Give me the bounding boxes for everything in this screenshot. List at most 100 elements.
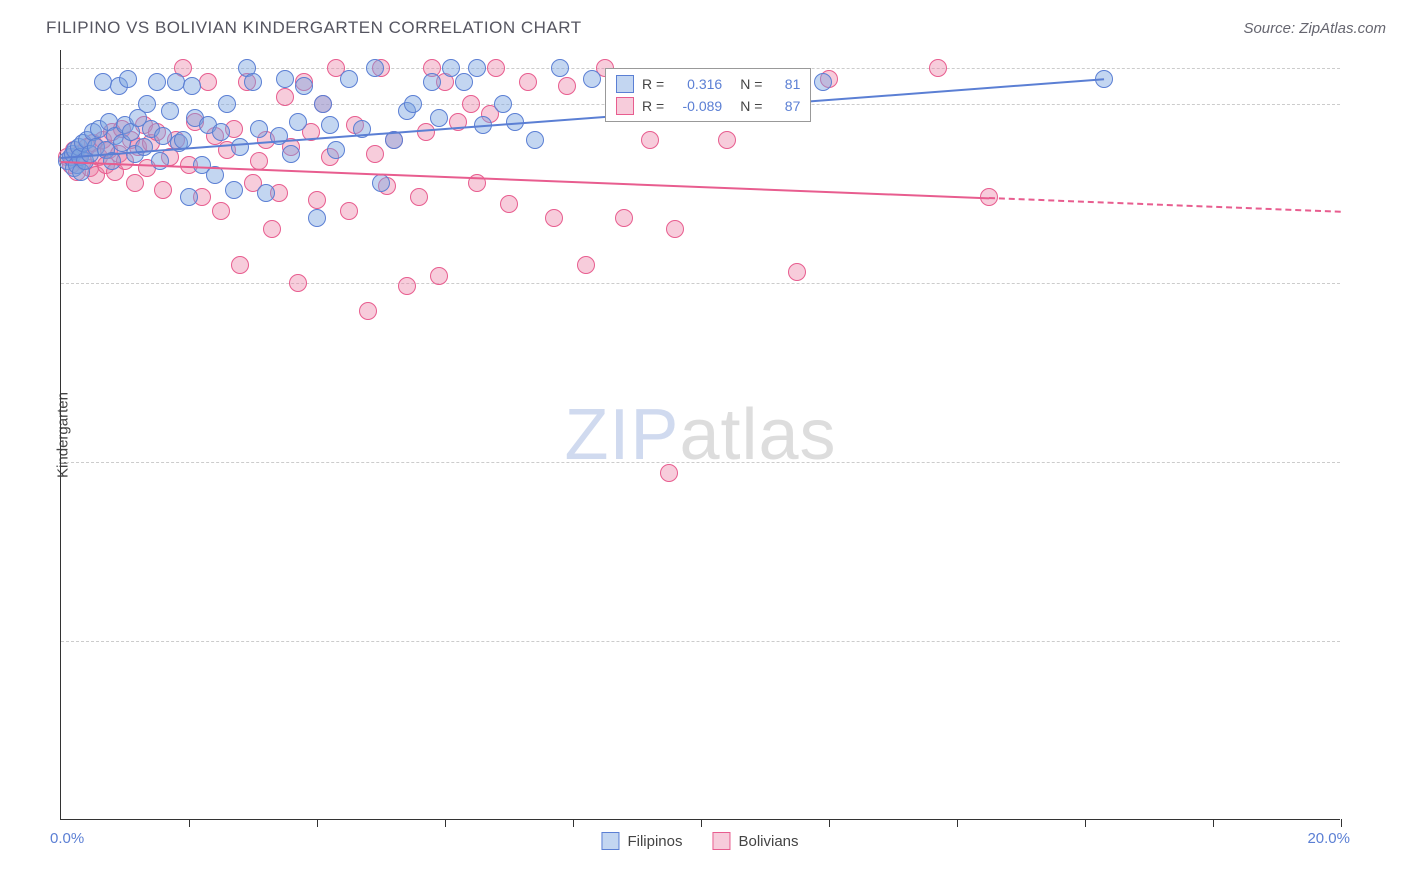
stats-legend-row: R = -0.089 N = 87 — [616, 95, 800, 117]
data-point — [615, 209, 633, 227]
data-point — [430, 267, 448, 285]
data-point — [814, 73, 832, 91]
data-point — [372, 174, 390, 192]
data-point — [321, 116, 339, 134]
data-point — [282, 145, 300, 163]
legend-item-filipinos: Filipinos — [601, 832, 682, 850]
x-tick — [1085, 819, 1086, 827]
stats-legend-row: R = 0.316 N = 81 — [616, 73, 800, 95]
n-value: 81 — [770, 76, 800, 92]
data-point — [551, 59, 569, 77]
plot-area: ZIPatlas R = 0.316 N = 81 R = -0.089 N = 87 — [60, 50, 1340, 820]
data-point — [641, 131, 659, 149]
stats-legend: R = 0.316 N = 81 R = -0.089 N = 87 — [605, 68, 811, 122]
data-point — [138, 95, 156, 113]
data-point — [404, 95, 422, 113]
data-point — [180, 188, 198, 206]
data-point — [718, 131, 736, 149]
data-point — [327, 141, 345, 159]
data-point — [231, 256, 249, 274]
data-point — [119, 70, 137, 88]
data-point — [94, 73, 112, 91]
trend-line — [989, 197, 1341, 213]
x-axis-labels: 0.0% Filipinos Bolivians 20.0% — [60, 830, 1340, 860]
data-point — [183, 77, 201, 95]
legend-item-bolivians: Bolivians — [713, 832, 799, 850]
trend-line — [61, 79, 1104, 160]
data-point — [366, 59, 384, 77]
data-point — [788, 263, 806, 281]
data-point — [289, 274, 307, 292]
data-point — [126, 174, 144, 192]
data-point — [148, 73, 166, 91]
bottom-legend: Filipinos Bolivians — [601, 832, 798, 850]
data-point — [225, 181, 243, 199]
data-point — [295, 77, 313, 95]
n-value: 87 — [770, 98, 800, 114]
data-point — [244, 73, 262, 91]
n-label: N = — [740, 76, 762, 92]
data-point — [276, 70, 294, 88]
x-tick — [189, 819, 190, 827]
data-point — [212, 202, 230, 220]
data-point — [526, 131, 544, 149]
data-point — [366, 145, 384, 163]
data-point — [154, 181, 172, 199]
data-point — [340, 202, 358, 220]
data-point — [577, 256, 595, 274]
data-point — [519, 73, 537, 91]
data-point — [666, 220, 684, 238]
x-axis-start-label: 0.0% — [50, 830, 84, 847]
data-point — [545, 209, 563, 227]
legend-swatch-bolivians — [713, 832, 731, 850]
watermark: ZIPatlas — [564, 394, 836, 476]
x-tick — [573, 819, 574, 827]
data-point — [462, 95, 480, 113]
data-point — [308, 209, 326, 227]
data-point — [199, 73, 217, 91]
data-point — [151, 152, 169, 170]
data-point — [231, 138, 249, 156]
data-point — [417, 123, 435, 141]
gridline — [61, 283, 1340, 284]
data-point — [250, 152, 268, 170]
r-value: 0.316 — [672, 76, 722, 92]
data-point — [583, 70, 601, 88]
gridline — [61, 462, 1340, 463]
data-point — [308, 191, 326, 209]
data-point — [430, 109, 448, 127]
source-label: Source: ZipAtlas.com — [1243, 20, 1386, 37]
data-point — [161, 102, 179, 120]
data-point — [359, 302, 377, 320]
legend-label-bolivians: Bolivians — [739, 833, 799, 850]
data-point — [660, 464, 678, 482]
data-point — [340, 70, 358, 88]
data-point — [314, 95, 332, 113]
data-point — [218, 95, 236, 113]
data-point — [468, 59, 486, 77]
r-label: R = — [642, 98, 664, 114]
data-point — [212, 123, 230, 141]
data-point — [398, 277, 416, 295]
data-point — [929, 59, 947, 77]
x-tick — [701, 819, 702, 827]
x-tick — [829, 819, 830, 827]
data-point — [257, 184, 275, 202]
data-point — [250, 120, 268, 138]
x-tick — [1213, 819, 1214, 827]
legend-swatch-icon — [616, 97, 634, 115]
gridline — [61, 641, 1340, 642]
legend-label-filipinos: Filipinos — [627, 833, 682, 850]
x-tick — [317, 819, 318, 827]
x-tick — [957, 819, 958, 827]
data-point — [494, 95, 512, 113]
n-label: N = — [740, 98, 762, 114]
x-axis-end-label: 20.0% — [1307, 830, 1350, 847]
data-point — [500, 195, 518, 213]
r-value: -0.089 — [672, 98, 722, 114]
legend-swatch-filipinos — [601, 832, 619, 850]
data-point — [558, 77, 576, 95]
r-label: R = — [642, 76, 664, 92]
chart-title: FILIPINO VS BOLIVIAN KINDERGARTEN CORREL… — [46, 18, 582, 38]
x-tick — [1341, 819, 1342, 827]
